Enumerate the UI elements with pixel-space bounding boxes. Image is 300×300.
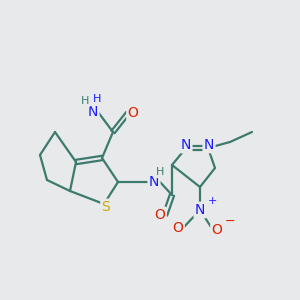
Text: N: N: [204, 138, 214, 152]
Text: N: N: [181, 138, 191, 152]
Text: O: O: [128, 106, 138, 120]
Text: H: H: [93, 94, 101, 104]
Text: +: +: [208, 196, 218, 206]
Text: H: H: [81, 96, 89, 106]
Text: N: N: [195, 203, 205, 217]
Text: O: O: [172, 221, 183, 235]
Text: O: O: [154, 208, 165, 222]
Text: S: S: [102, 200, 110, 214]
Text: −: −: [225, 215, 236, 228]
Text: N: N: [149, 175, 159, 189]
Text: N: N: [88, 105, 98, 119]
Text: O: O: [212, 223, 222, 237]
Text: H: H: [156, 167, 164, 177]
